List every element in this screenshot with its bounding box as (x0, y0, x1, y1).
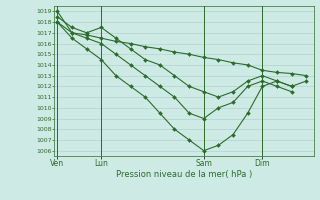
X-axis label: Pression niveau de la mer( hPa ): Pression niveau de la mer( hPa ) (116, 170, 252, 179)
